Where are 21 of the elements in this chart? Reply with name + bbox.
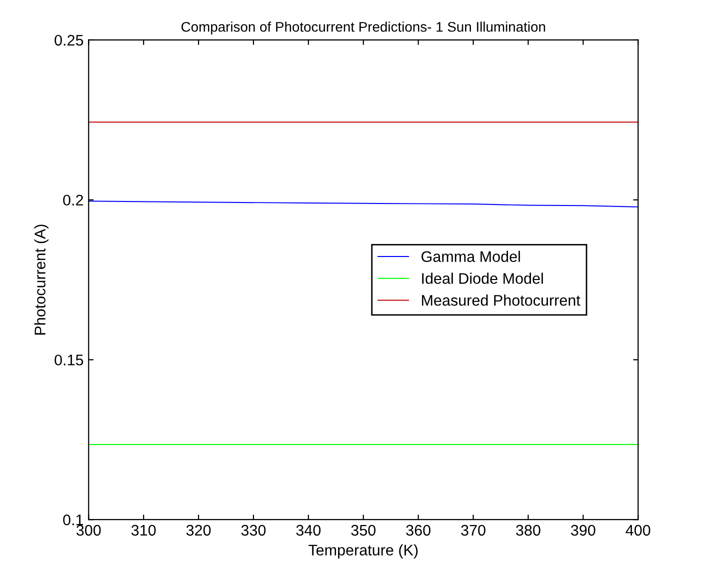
legend-label: Ideal Diode Model xyxy=(422,272,543,284)
y-tick-label: 0.25 xyxy=(54,34,84,46)
x-tick-label: 310 xyxy=(131,524,156,536)
chart-title: Comparison of Photocurrent Predictions- 1 Sun Illumination xyxy=(182,22,546,35)
x-tick-label: 320 xyxy=(186,524,211,536)
x-tick-label: 380 xyxy=(516,524,540,536)
x-tick-label: 360 xyxy=(406,524,430,536)
y-axis-title: Photocurrent (A) xyxy=(34,224,48,335)
x-tick-label: 330 xyxy=(241,524,266,536)
x-tick-label: 350 xyxy=(351,524,376,536)
x-tick-label: 400 xyxy=(626,524,650,536)
y-tick-label: 0.15 xyxy=(54,354,84,366)
y-tick-label: 0.1 xyxy=(63,514,84,526)
legend-label: Measured Photocurrent xyxy=(422,294,580,306)
legend-label: Gamma Model xyxy=(422,250,520,262)
x-tick-label: 340 xyxy=(296,524,321,536)
y-tick-label: 0.2 xyxy=(63,194,83,206)
x-tick-label: 300 xyxy=(76,524,101,536)
x-tick-label: 370 xyxy=(461,524,486,536)
x-tick-label: 390 xyxy=(570,524,596,536)
x-axis-title: Temperature (K) xyxy=(308,544,418,559)
